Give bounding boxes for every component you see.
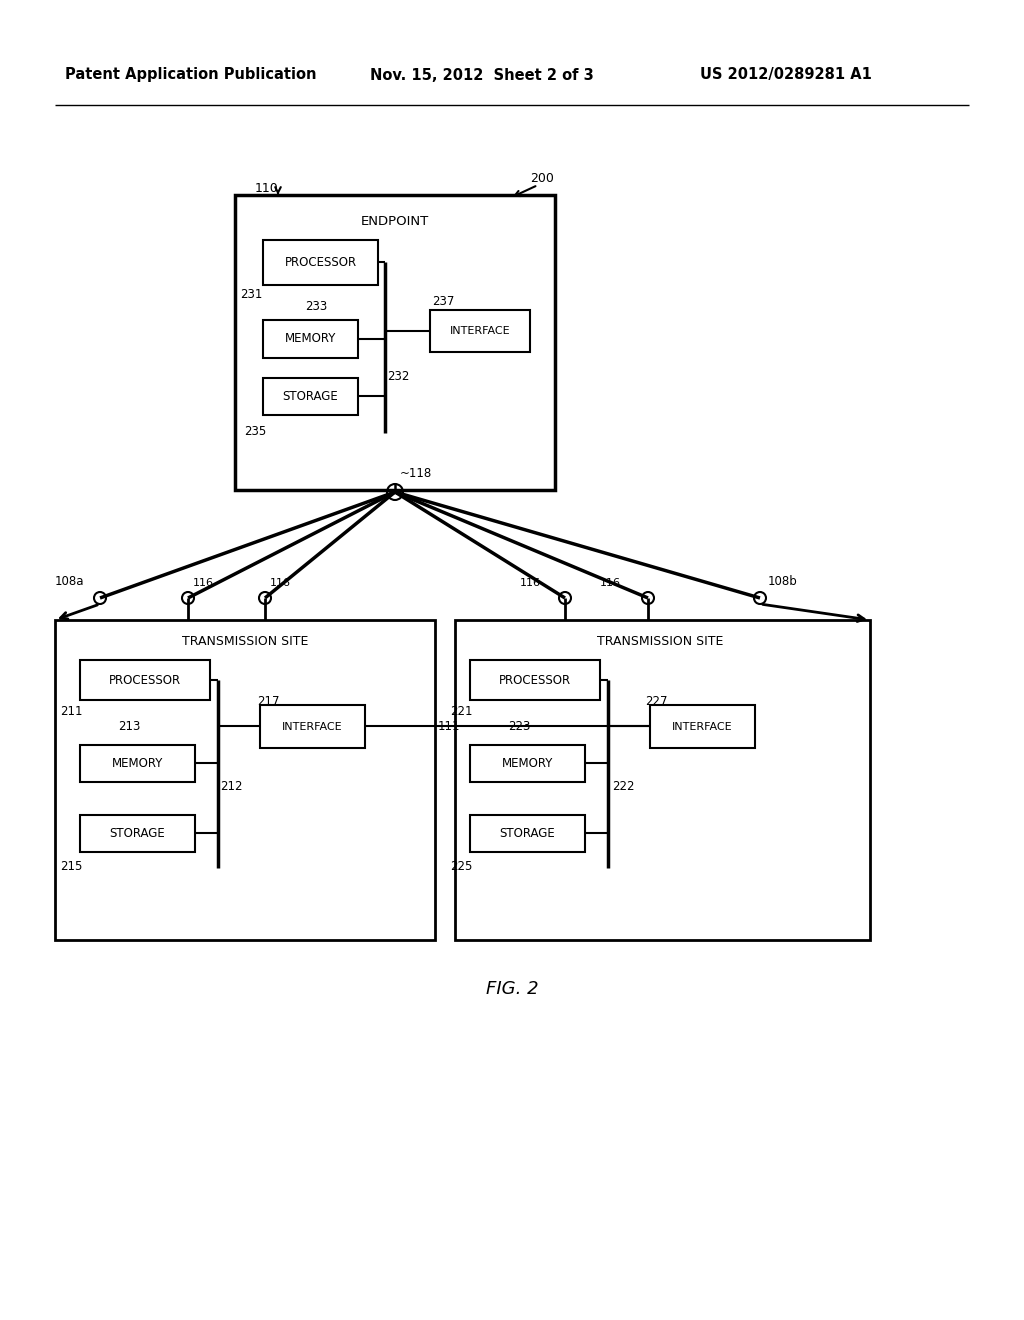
Text: STORAGE: STORAGE [500, 828, 555, 840]
Text: TRANSMISSION SITE: TRANSMISSION SITE [597, 635, 723, 648]
Text: INTERFACE: INTERFACE [283, 722, 343, 731]
Bar [260, 705, 365, 748]
Text: 110: 110 [255, 182, 279, 195]
Text: 108a: 108a [55, 576, 85, 587]
Text: 235: 235 [244, 425, 266, 438]
Text: STORAGE: STORAGE [283, 389, 338, 403]
Text: ~118: ~118 [400, 467, 432, 480]
Text: 108b: 108b [768, 576, 798, 587]
Text: 116: 116 [270, 578, 291, 587]
Text: PROCESSOR: PROCESSOR [499, 673, 571, 686]
Text: 232: 232 [387, 370, 410, 383]
Bar [263, 378, 358, 414]
Bar [470, 814, 585, 851]
Bar [80, 814, 195, 851]
Text: ENDPOINT: ENDPOINT [360, 215, 429, 228]
Text: 200: 200 [530, 172, 554, 185]
Bar [455, 620, 870, 940]
Text: 116: 116 [193, 578, 214, 587]
Bar [263, 319, 358, 358]
Bar [263, 240, 378, 285]
Bar [234, 195, 555, 490]
Text: 111: 111 [438, 719, 461, 733]
Text: 223: 223 [508, 719, 530, 733]
Text: STORAGE: STORAGE [110, 828, 165, 840]
Bar [430, 310, 530, 352]
Text: Nov. 15, 2012  Sheet 2 of 3: Nov. 15, 2012 Sheet 2 of 3 [370, 67, 594, 82]
Text: 211: 211 [60, 705, 83, 718]
Text: 213: 213 [118, 719, 140, 733]
Text: 212: 212 [220, 780, 243, 793]
Text: FIG. 2: FIG. 2 [485, 979, 539, 998]
Bar [55, 620, 435, 940]
Text: 233: 233 [305, 300, 328, 313]
Bar [80, 660, 210, 700]
Text: 222: 222 [612, 780, 635, 793]
Bar [470, 744, 585, 781]
Text: 116: 116 [600, 578, 621, 587]
Text: 217: 217 [257, 696, 280, 708]
Text: TRANSMISSION SITE: TRANSMISSION SITE [182, 635, 308, 648]
Text: PROCESSOR: PROCESSOR [109, 673, 181, 686]
Text: 215: 215 [60, 861, 82, 873]
Text: PROCESSOR: PROCESSOR [285, 256, 356, 269]
Text: INTERFACE: INTERFACE [672, 722, 733, 731]
Text: Patent Application Publication: Patent Application Publication [65, 67, 316, 82]
Text: 237: 237 [432, 294, 455, 308]
Text: MEMORY: MEMORY [502, 756, 553, 770]
Bar [470, 660, 600, 700]
Text: 225: 225 [450, 861, 472, 873]
Text: INTERFACE: INTERFACE [450, 326, 510, 337]
Bar [80, 744, 195, 781]
Text: 227: 227 [645, 696, 668, 708]
Text: MEMORY: MEMORY [112, 756, 163, 770]
Text: US 2012/0289281 A1: US 2012/0289281 A1 [700, 67, 871, 82]
Text: 231: 231 [240, 288, 262, 301]
Text: 221: 221 [450, 705, 472, 718]
Bar [650, 705, 755, 748]
Text: MEMORY: MEMORY [285, 333, 336, 346]
Text: 116: 116 [520, 578, 541, 587]
